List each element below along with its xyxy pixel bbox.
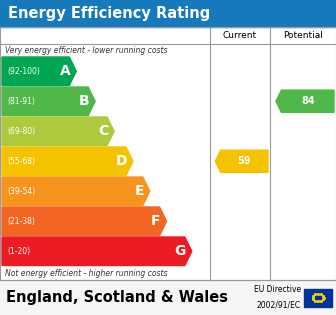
Text: Not energy efficient - higher running costs: Not energy efficient - higher running co…: [5, 269, 168, 278]
Polygon shape: [2, 147, 133, 175]
Text: (69-80): (69-80): [7, 127, 35, 136]
Text: C: C: [98, 124, 108, 138]
Polygon shape: [2, 207, 167, 236]
Polygon shape: [2, 87, 95, 116]
Text: (1-20): (1-20): [7, 247, 30, 256]
Polygon shape: [2, 237, 192, 266]
Bar: [0, 280, 336, 315]
Text: 59: 59: [238, 156, 251, 166]
Polygon shape: [2, 177, 150, 205]
Text: G: G: [174, 244, 186, 258]
Polygon shape: [276, 90, 334, 112]
Text: (92-100): (92-100): [7, 67, 40, 76]
Text: Current: Current: [223, 31, 257, 40]
Polygon shape: [215, 150, 268, 172]
Text: Energy Efficiency Rating: Energy Efficiency Rating: [8, 6, 210, 21]
Text: England, Scotland & Wales: England, Scotland & Wales: [6, 290, 228, 305]
Text: E: E: [134, 184, 144, 198]
Text: (81-91): (81-91): [7, 97, 35, 106]
Text: A: A: [59, 64, 70, 78]
Bar: [0, 27, 336, 280]
Text: 2002/91/EC: 2002/91/EC: [257, 301, 301, 310]
Text: B: B: [79, 94, 89, 108]
Polygon shape: [2, 57, 76, 85]
Text: (39-54): (39-54): [7, 187, 35, 196]
Text: (55-68): (55-68): [7, 157, 35, 166]
Text: Potential: Potential: [283, 31, 323, 40]
Text: 84: 84: [301, 96, 314, 106]
Polygon shape: [2, 117, 114, 146]
Text: EU Directive: EU Directive: [254, 285, 301, 294]
Text: F: F: [151, 214, 161, 228]
Text: D: D: [116, 154, 127, 168]
Text: (21-38): (21-38): [7, 217, 35, 226]
Bar: [304, 289, 332, 306]
Bar: [0, 0, 336, 27]
Text: Very energy efficient - lower running costs: Very energy efficient - lower running co…: [5, 46, 168, 55]
